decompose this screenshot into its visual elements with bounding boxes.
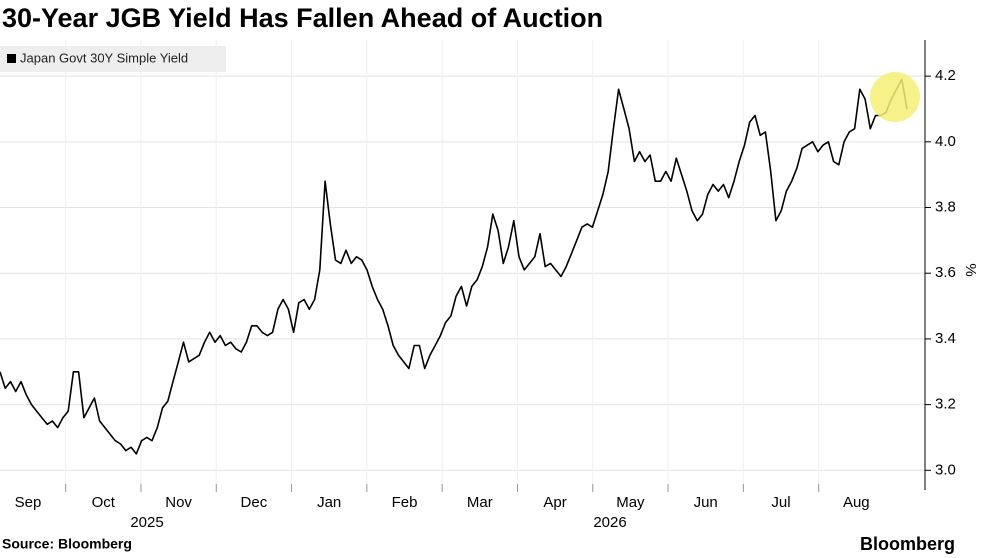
y-tick-label: 4.2 <box>935 67 956 84</box>
y-tick-label: 4.0 <box>935 133 956 150</box>
highlight <box>870 72 920 122</box>
x-tick-label: Jan <box>317 494 341 511</box>
legend-swatch <box>7 54 16 63</box>
x-tick-label: Jul <box>771 494 790 511</box>
x-tick-label: Nov <box>165 494 192 511</box>
x-tick-label: Apr <box>543 494 566 511</box>
y-tick-label: 3.8 <box>935 198 956 215</box>
source: Source: Bloomberg <box>2 536 132 552</box>
year-label: 2026 <box>593 514 626 531</box>
legend-label: Japan Govt 30Y Simple Yield <box>20 50 188 65</box>
chart-title: 30-Year JGB Yield Has Fallen Ahead of Au… <box>2 3 603 33</box>
x-tick-label: May <box>616 494 645 511</box>
year-label: 2025 <box>130 514 163 531</box>
y-tick-label: 3.6 <box>935 264 956 281</box>
x-tick-label: Dec <box>241 494 268 511</box>
line <box>0 78 908 455</box>
y-tick-label: 3.0 <box>935 461 956 478</box>
y-tick-label: 3.2 <box>935 396 956 413</box>
y-tick-label: 3.4 <box>935 330 956 347</box>
x-tick-label: Sep <box>15 494 42 511</box>
legend <box>0 46 226 72</box>
y-axis-label: % <box>962 263 979 276</box>
x-tick-label: Jun <box>694 494 718 511</box>
x-tick-label: Aug <box>843 494 870 511</box>
x-tick-label: Mar <box>467 494 493 511</box>
x-tick-label: Oct <box>92 494 116 511</box>
logo: Bloomberg <box>860 534 955 554</box>
x-tick-label: Feb <box>392 494 418 511</box>
